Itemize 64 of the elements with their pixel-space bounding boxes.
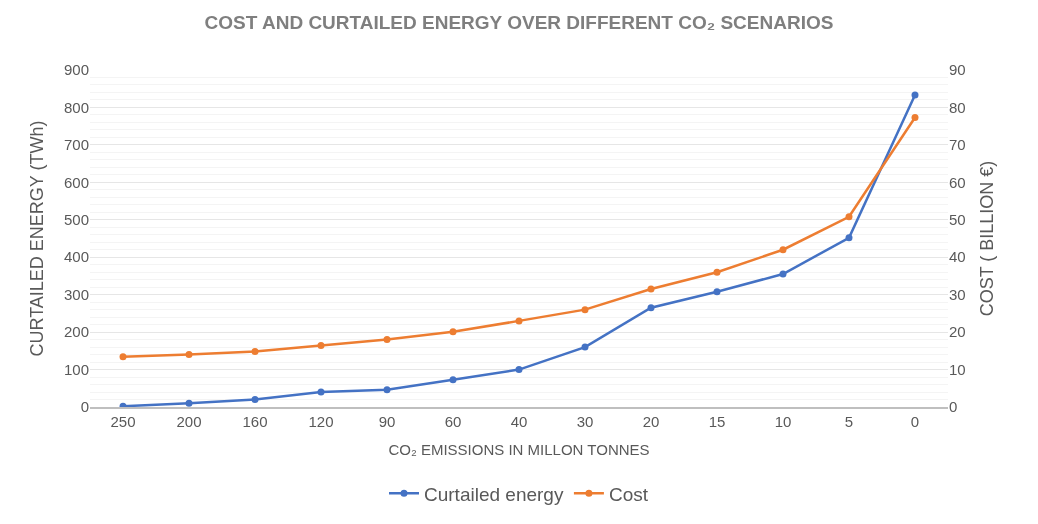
legend-label: Cost <box>608 483 649 505</box>
y-tick-label: 300 <box>63 285 89 303</box>
legend-label: Curtailed energy <box>424 483 564 505</box>
point <box>581 343 589 351</box>
point <box>449 376 457 384</box>
x-tick-label: 200 <box>176 413 202 430</box>
x-tick-label: 0 <box>910 413 920 430</box>
point <box>515 366 523 374</box>
x-tick-label: 160 <box>242 413 268 430</box>
y-tick-label: 600 <box>63 173 89 191</box>
point <box>515 317 523 325</box>
point <box>779 246 787 254</box>
point <box>647 304 655 312</box>
point <box>449 328 457 336</box>
y2-tick-label: 80 <box>949 98 966 116</box>
x-tick-label: 20 <box>642 413 660 430</box>
x-tick-label: 5 <box>844 413 854 430</box>
y-tick-label: 900 <box>63 61 89 79</box>
point <box>185 351 193 359</box>
y2-tick-label: 10 <box>949 360 966 378</box>
x-tick-label: 60 <box>444 413 462 430</box>
point <box>383 336 391 344</box>
y-tick-label: 0 <box>80 398 89 416</box>
point <box>845 213 853 221</box>
x-axis-title: CO₂ EMISSIONS IN MILLON TONNES <box>388 440 650 458</box>
y-tick-label: 400 <box>63 248 89 266</box>
point <box>251 348 259 356</box>
y-tick-label: 800 <box>63 98 89 116</box>
point <box>317 342 325 350</box>
point <box>911 91 919 99</box>
y-tick-label: 100 <box>63 360 89 378</box>
point <box>713 268 721 276</box>
point <box>581 306 589 314</box>
y2-tick-label: 70 <box>949 136 966 154</box>
y2-tick-label: 60 <box>949 173 966 191</box>
point <box>383 386 391 394</box>
x-tick-label: 40 <box>510 413 528 430</box>
y2-tick-label: 40 <box>949 248 966 266</box>
point <box>119 353 127 361</box>
y2-tick-label: 20 <box>949 323 966 341</box>
point <box>251 396 259 404</box>
point <box>779 270 787 278</box>
chart-title: COST AND CURTAILED ENERGY OVER DIFFERENT CO₂ SCENARIOS <box>204 12 834 34</box>
x-tick-label: 30 <box>576 413 594 430</box>
y2-tick-label: 30 <box>949 285 966 303</box>
x-tick-label: 120 <box>308 413 334 430</box>
x-tick-label: 10 <box>774 413 792 430</box>
point <box>713 288 721 296</box>
x-tick-label: 250 <box>110 413 136 430</box>
y-tick-label: 500 <box>63 211 89 229</box>
y-tick-label: 200 <box>63 323 89 341</box>
y2-tick-label: 0 <box>949 398 958 416</box>
x-tick-label: 90 <box>378 413 396 430</box>
point <box>845 234 853 242</box>
point <box>911 114 919 122</box>
y2-tick-label: 90 <box>949 61 966 79</box>
y2-tick-label: 50 <box>949 211 966 229</box>
y-axis-title: CURTAILED ENERGY (TWh) <box>27 120 48 357</box>
y-tick-label: 700 <box>63 136 89 154</box>
point <box>317 388 325 396</box>
y2-axis-title: COST ( BILLION €) <box>976 160 997 317</box>
x-tick-label: 15 <box>708 413 726 430</box>
point <box>185 399 193 407</box>
point <box>647 285 655 293</box>
